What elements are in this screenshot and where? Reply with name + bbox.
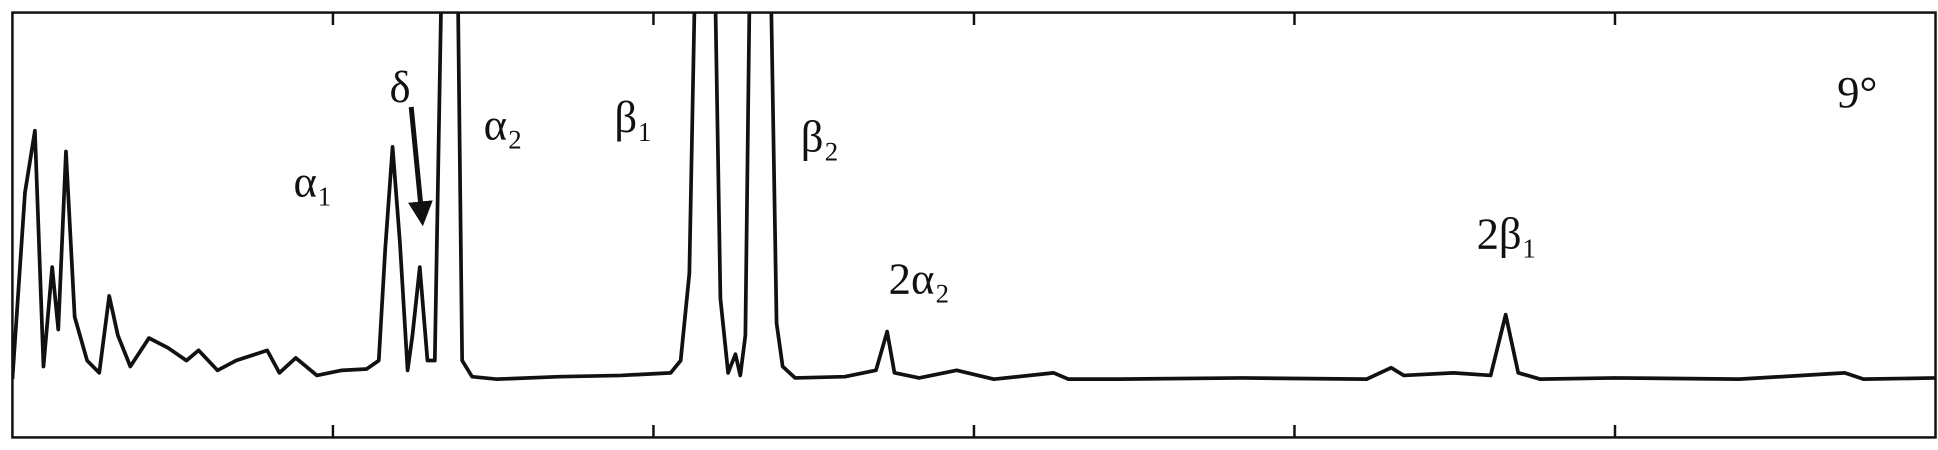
peak-label: 9° [1837,67,1877,117]
peak-label: 2β₁ [1477,209,1538,259]
peak-label: β₂ [801,112,839,162]
spectrum-line [12,12,1936,382]
peak-label: δ [389,62,410,112]
peak-label: β₁ [614,92,652,142]
arrow [408,106,433,227]
peak-label: α₂ [484,99,523,149]
peak-label: 2α₂ [889,253,950,303]
peak-label: α₁ [294,156,333,206]
